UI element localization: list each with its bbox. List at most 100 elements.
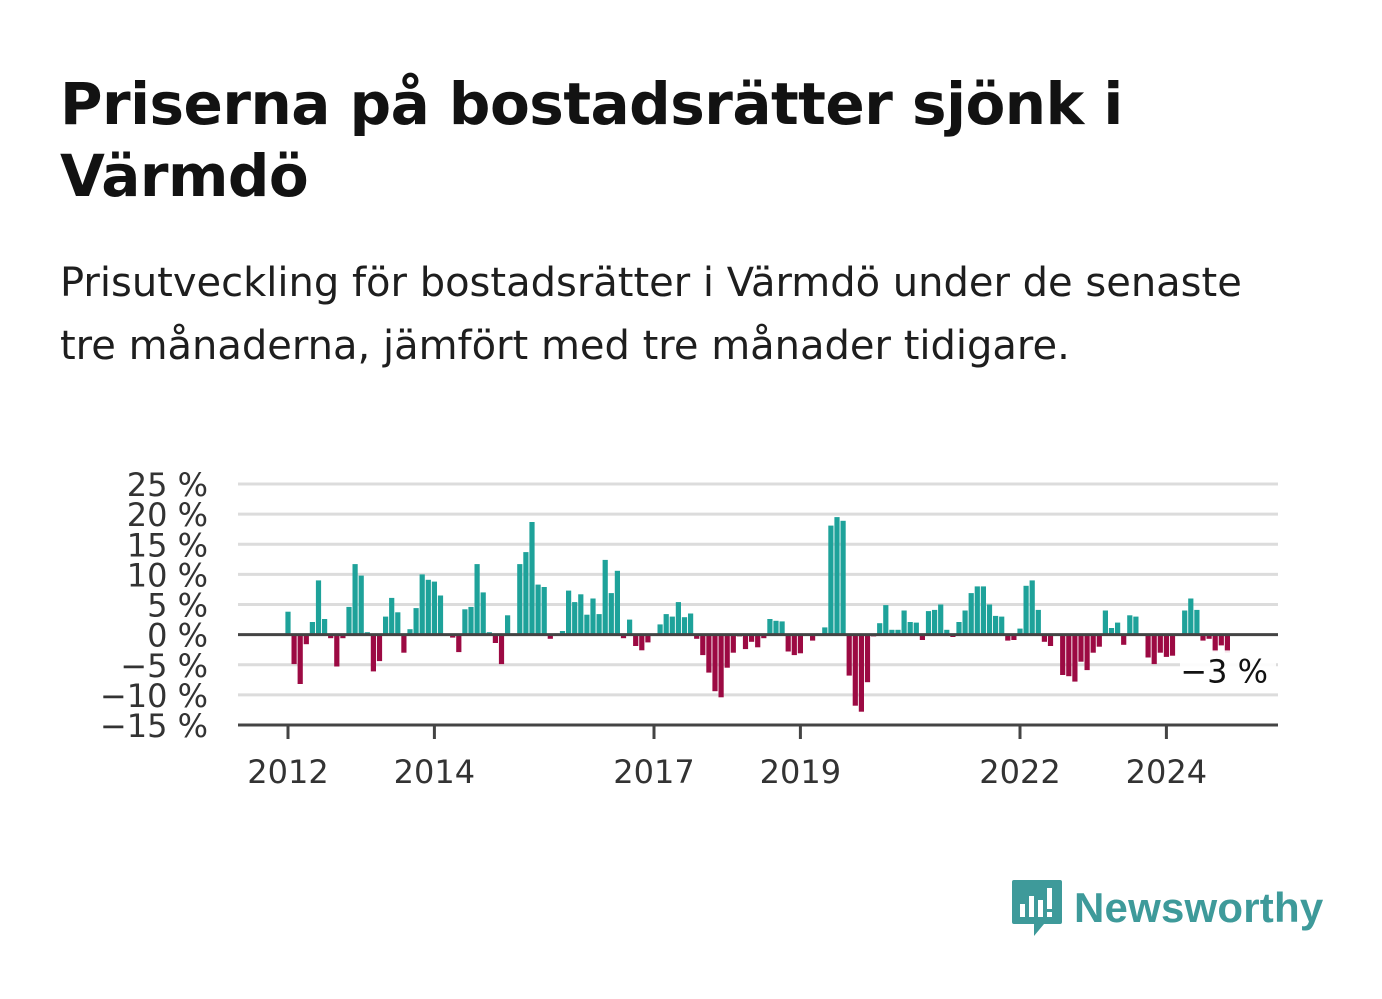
bar xyxy=(980,586,986,635)
bar xyxy=(749,634,755,642)
bar xyxy=(1194,609,1200,635)
bar xyxy=(1108,628,1115,635)
x-tick-label: 2022 xyxy=(979,753,1060,791)
bar xyxy=(608,593,614,635)
bar xyxy=(322,619,328,635)
bar xyxy=(389,597,395,635)
bar xyxy=(1023,585,1029,635)
bar xyxy=(633,634,639,646)
bar xyxy=(932,609,938,635)
bar xyxy=(718,634,724,698)
bar xyxy=(761,634,767,639)
bar xyxy=(1163,634,1169,657)
bar xyxy=(328,634,334,639)
bar xyxy=(822,627,828,635)
bar xyxy=(846,634,852,676)
bar xyxy=(993,615,999,635)
bar xyxy=(968,593,974,635)
bar xyxy=(297,634,303,684)
bar xyxy=(663,614,669,635)
bar xyxy=(572,602,578,635)
bar xyxy=(1218,634,1224,646)
bar xyxy=(285,611,291,635)
bar xyxy=(1029,580,1035,635)
bar xyxy=(675,602,681,635)
bar-chart: 25 %20 %15 %10 %5 %0 %−5 %−10 %−15 % 201… xyxy=(100,466,1278,791)
axes xyxy=(238,633,1278,739)
bar xyxy=(456,634,462,653)
bar xyxy=(566,590,572,635)
chart-subtitle: Prisutveckling för bostadsrätter i Värmd… xyxy=(60,260,1242,369)
bar xyxy=(688,613,694,635)
bar xyxy=(755,634,761,648)
bar xyxy=(1090,634,1096,653)
bar xyxy=(919,634,925,640)
bar xyxy=(1200,634,1206,641)
y-tick-label: −5 % xyxy=(120,647,208,685)
bar xyxy=(492,634,498,643)
bar xyxy=(1157,634,1163,653)
bar xyxy=(376,634,383,662)
bar xyxy=(700,634,706,656)
bar xyxy=(1072,634,1078,682)
y-tick-label: 5 % xyxy=(147,587,208,625)
bar xyxy=(1041,634,1047,642)
bar xyxy=(767,619,773,635)
bar xyxy=(925,611,932,635)
x-tick-label: 2017 xyxy=(613,753,694,791)
bar xyxy=(383,616,389,635)
bar xyxy=(938,604,944,635)
bar xyxy=(1133,616,1139,635)
bar xyxy=(419,574,425,635)
bar xyxy=(1017,628,1023,635)
bar xyxy=(895,629,901,635)
bar xyxy=(303,634,309,645)
bar xyxy=(340,634,346,639)
last-value-label: −3 % xyxy=(1180,652,1268,690)
bar xyxy=(395,612,401,635)
bar xyxy=(425,579,431,635)
bar xyxy=(474,564,480,635)
bar xyxy=(1096,634,1102,647)
bar xyxy=(773,620,779,635)
bar xyxy=(505,615,511,635)
bar xyxy=(614,570,620,635)
bar xyxy=(956,622,962,635)
bar xyxy=(1078,634,1084,662)
bar xyxy=(1169,634,1176,656)
annotation-background xyxy=(1180,650,1276,691)
annotation: −3 % xyxy=(1180,650,1276,691)
bar xyxy=(431,581,437,635)
bars xyxy=(285,517,1230,712)
y-tick-label: 15 % xyxy=(127,526,208,564)
bar xyxy=(864,634,871,683)
bar xyxy=(1121,634,1127,645)
bar xyxy=(1145,634,1151,658)
x-tick-label: 2012 xyxy=(247,753,328,791)
y-tick-label: −15 % xyxy=(100,707,208,745)
bar xyxy=(1047,634,1054,646)
y-tick-label: 10 % xyxy=(127,556,208,594)
bar xyxy=(480,592,486,635)
bar xyxy=(840,520,846,635)
y-tick-label: 25 % xyxy=(127,466,208,504)
bar xyxy=(315,580,322,635)
bar xyxy=(401,634,407,653)
bar xyxy=(437,595,444,635)
bar xyxy=(645,634,651,643)
bar xyxy=(797,634,803,654)
bar xyxy=(791,634,797,656)
bar xyxy=(291,634,297,665)
bar xyxy=(986,604,993,635)
bar xyxy=(785,634,791,652)
bar xyxy=(712,634,718,692)
gridlines xyxy=(238,482,1278,697)
bar xyxy=(1206,634,1212,639)
bar xyxy=(724,634,730,668)
bar xyxy=(901,610,907,635)
bar xyxy=(370,634,376,672)
y-tick-label: 20 % xyxy=(127,496,208,534)
bar xyxy=(1212,634,1218,652)
bar xyxy=(358,575,364,635)
